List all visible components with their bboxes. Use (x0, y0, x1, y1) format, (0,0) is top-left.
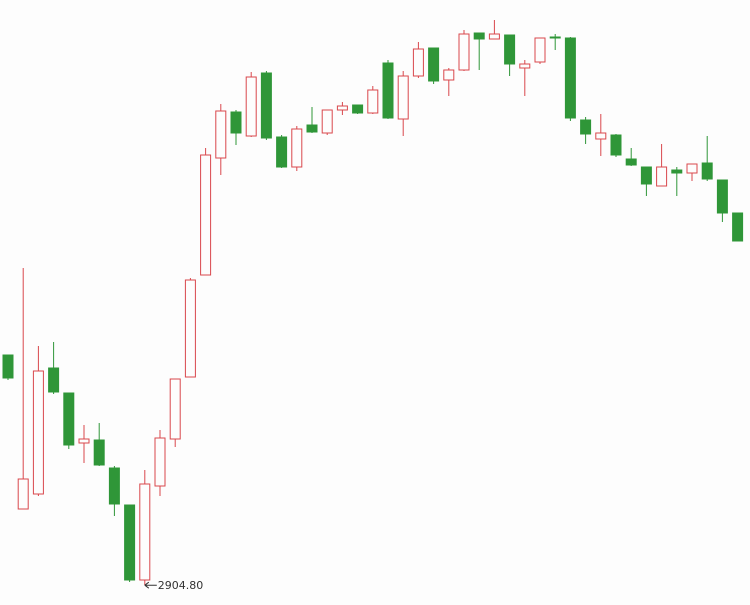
candle-body (716, 179, 728, 214)
candle-body (686, 163, 698, 174)
candle-body (367, 89, 379, 114)
candle-body (519, 63, 531, 69)
candle-body (260, 72, 272, 139)
candle-body (154, 437, 166, 487)
candle-body (428, 47, 440, 82)
candle-body (549, 36, 561, 39)
candle-body (732, 212, 744, 242)
candle-body (564, 37, 576, 119)
candle-body (48, 367, 60, 393)
candle-body (595, 132, 607, 140)
candle-body (671, 169, 683, 174)
candle-body (382, 62, 394, 119)
candle-body (184, 279, 196, 378)
candle-body (412, 48, 424, 77)
candle-body (291, 128, 303, 168)
candle-body (63, 392, 75, 446)
candle-body (215, 110, 227, 159)
candle-body (625, 158, 637, 166)
candle-body (2, 354, 14, 379)
candle-body (108, 467, 120, 505)
candle-body (534, 37, 546, 63)
candle-body (93, 439, 105, 466)
candle-body (230, 111, 242, 134)
candle-body (610, 134, 622, 156)
candle-body (701, 162, 713, 180)
candle-body (640, 166, 652, 185)
candle-body (32, 370, 44, 495)
candle-body (580, 119, 592, 135)
candle-body (488, 33, 500, 40)
candle-body (306, 124, 318, 133)
candle-body (656, 166, 668, 187)
candle-body (321, 109, 333, 134)
candle-body (245, 76, 257, 137)
candle-body (443, 69, 455, 81)
candle-body (504, 34, 516, 65)
annotation-arrow (144, 581, 157, 589)
candle-body (397, 75, 409, 120)
annotation-label: 2904.80 (158, 579, 204, 592)
candle-body (336, 105, 348, 111)
candle-body (458, 33, 470, 71)
candle-body (276, 136, 288, 168)
candle-body (124, 504, 136, 581)
candle-body (169, 378, 181, 440)
candle-body (200, 154, 212, 276)
candle-body (17, 478, 29, 510)
candle-body (352, 104, 364, 114)
candle-body (139, 483, 151, 581)
candle-body (78, 438, 90, 444)
candle-body (473, 32, 485, 40)
